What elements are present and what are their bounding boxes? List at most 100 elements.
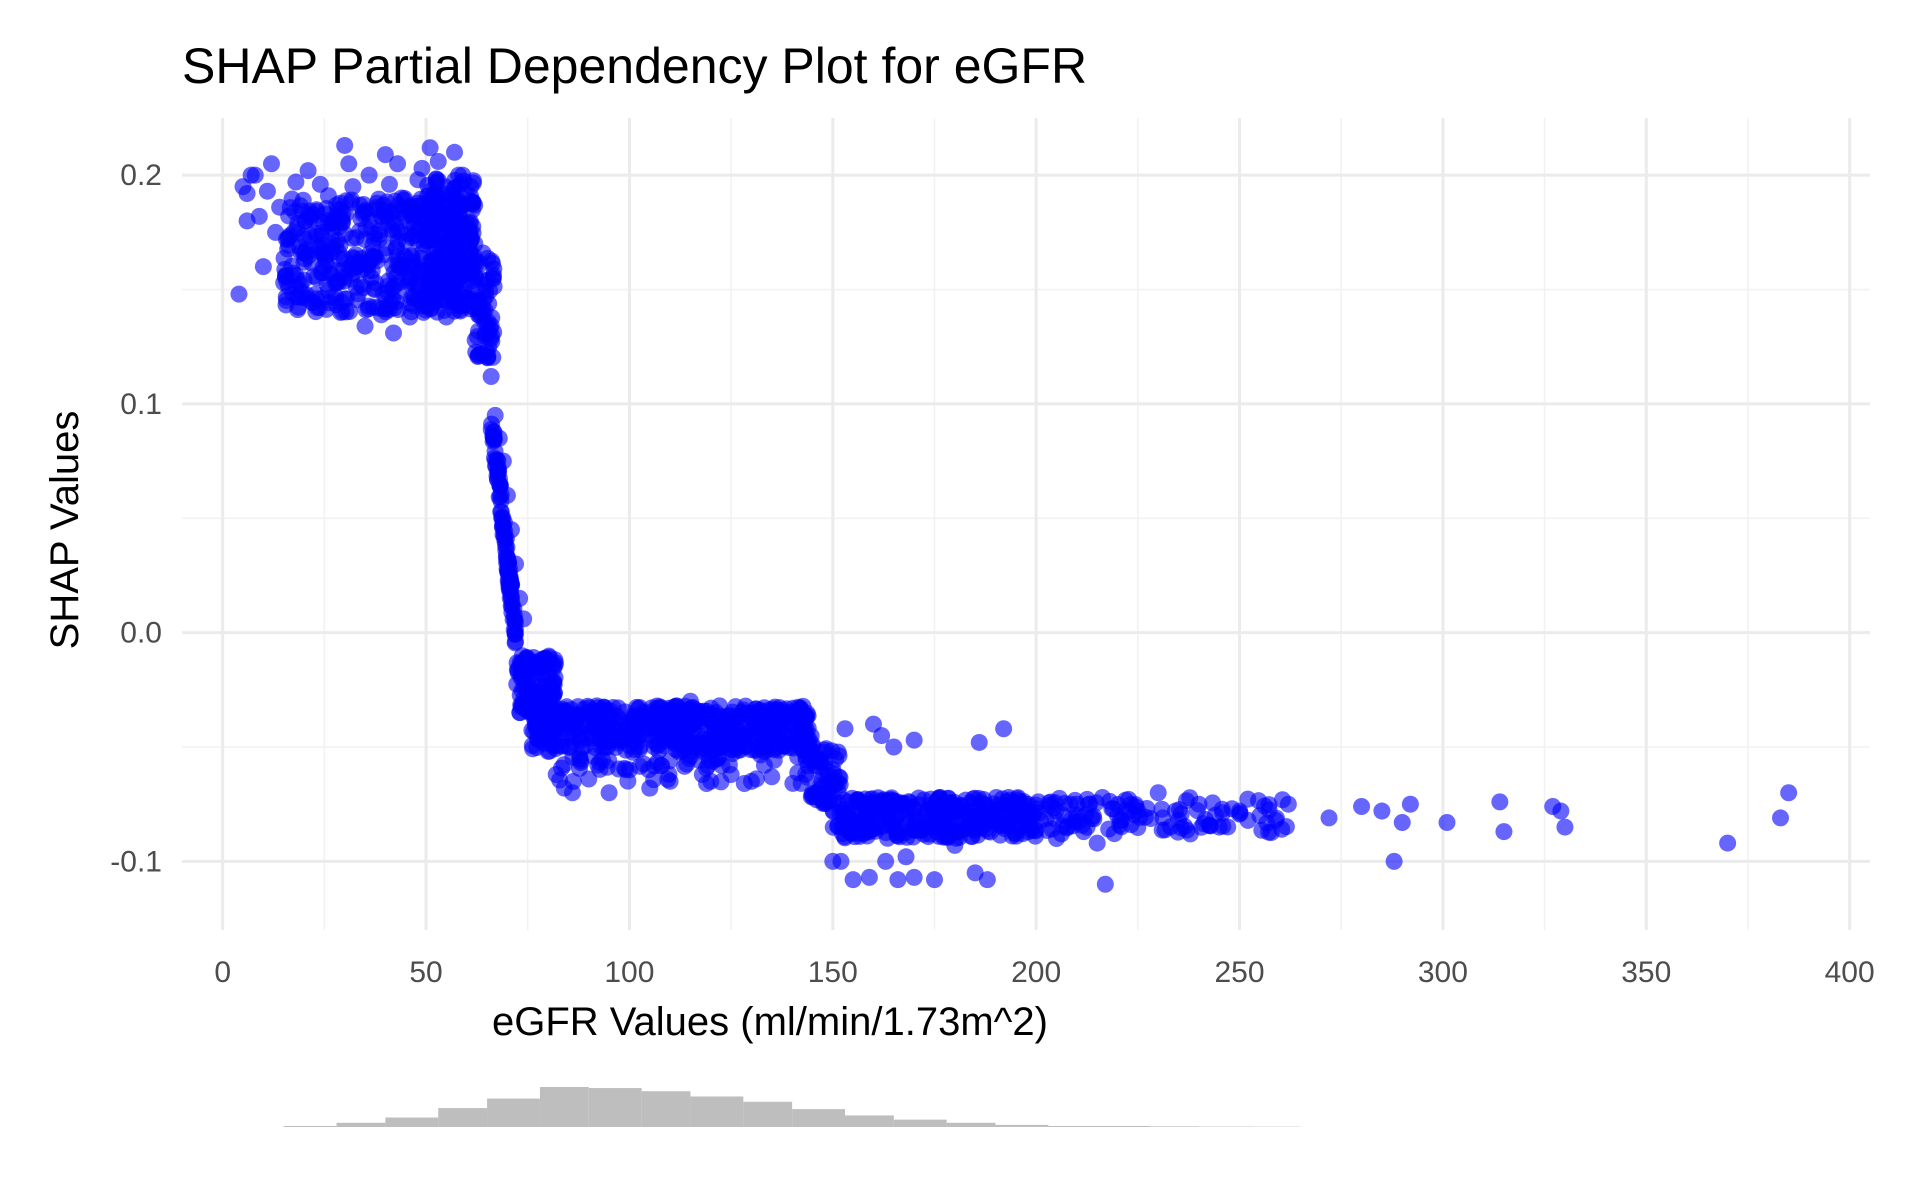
data-point xyxy=(467,268,484,285)
data-point xyxy=(446,144,463,161)
data-point xyxy=(1030,793,1047,810)
data-point xyxy=(1491,793,1508,810)
x-tick-label: 50 xyxy=(409,956,442,989)
data-point xyxy=(770,742,787,759)
data-point xyxy=(285,265,302,282)
data-point xyxy=(525,723,542,740)
histogram-bar xyxy=(337,1123,386,1127)
data-point xyxy=(889,871,906,888)
histogram-bar xyxy=(1150,1126,1199,1127)
data-point xyxy=(910,790,927,807)
data-point xyxy=(381,176,398,193)
data-point xyxy=(363,269,380,286)
data-point xyxy=(405,275,422,292)
data-point xyxy=(501,576,518,593)
data-point xyxy=(906,804,923,821)
data-point xyxy=(419,220,436,237)
data-point xyxy=(1260,796,1277,813)
data-point xyxy=(470,346,487,363)
data-point xyxy=(1008,795,1025,812)
x-tick-label: 150 xyxy=(808,956,858,989)
data-point xyxy=(468,252,485,269)
data-point xyxy=(1053,825,1070,842)
data-point xyxy=(766,705,783,722)
data-point xyxy=(805,788,822,805)
x-tick-label: 400 xyxy=(1825,956,1875,989)
data-point xyxy=(496,528,513,545)
data-point xyxy=(289,301,306,318)
data-point xyxy=(340,155,357,172)
data-point xyxy=(1402,796,1419,813)
x-tick-label: 200 xyxy=(1011,956,1061,989)
data-point xyxy=(296,213,313,230)
data-point xyxy=(247,167,264,184)
data-point xyxy=(464,202,481,219)
data-point xyxy=(1045,799,1062,816)
data-point xyxy=(1353,798,1370,815)
data-point xyxy=(617,725,634,742)
data-point xyxy=(336,137,353,154)
histogram-bar xyxy=(1097,1126,1150,1127)
data-point xyxy=(462,232,479,249)
data-point xyxy=(715,719,732,736)
data-point xyxy=(546,676,563,693)
data-point xyxy=(308,269,325,286)
data-point xyxy=(372,208,389,225)
data-point xyxy=(357,202,374,219)
histogram-bar xyxy=(284,1126,337,1127)
data-point xyxy=(713,773,730,790)
data-point xyxy=(594,703,611,720)
data-point xyxy=(470,300,487,317)
data-point xyxy=(557,704,574,721)
data-point xyxy=(403,201,420,218)
x-axis-title: eGFR Values (ml/min/1.73m^2) xyxy=(492,1000,1048,1044)
data-point xyxy=(930,790,947,807)
data-point xyxy=(365,299,382,316)
data-point xyxy=(1780,784,1797,801)
data-point xyxy=(385,325,402,342)
data-point xyxy=(712,739,729,756)
histogram-bar xyxy=(743,1102,792,1127)
data-point xyxy=(332,202,349,219)
data-point xyxy=(425,260,442,277)
data-point xyxy=(444,292,461,309)
data-point xyxy=(230,286,247,303)
histogram-bar xyxy=(540,1087,589,1127)
data-point xyxy=(445,181,462,198)
data-point xyxy=(421,287,438,304)
data-point xyxy=(384,221,401,238)
data-point xyxy=(976,810,993,827)
data-point xyxy=(1150,784,1167,801)
data-point xyxy=(309,299,326,316)
data-point xyxy=(469,328,486,345)
data-point xyxy=(742,709,759,726)
data-point xyxy=(1097,876,1114,893)
data-point xyxy=(239,185,256,202)
data-point xyxy=(857,820,874,837)
data-point xyxy=(670,713,687,730)
data-point xyxy=(643,699,660,716)
y-tick-label: 0.0 xyxy=(120,617,162,650)
data-point xyxy=(1556,819,1573,836)
data-point xyxy=(1373,803,1390,820)
data-point xyxy=(624,744,641,761)
histogram-bar xyxy=(792,1109,845,1127)
data-point xyxy=(357,318,374,335)
data-point xyxy=(291,238,308,255)
data-point xyxy=(1224,800,1241,817)
data-point xyxy=(1495,823,1512,840)
data-point xyxy=(438,199,455,216)
data-point xyxy=(556,756,573,773)
data-point xyxy=(546,722,563,739)
histogram-bar xyxy=(947,1123,996,1127)
data-point xyxy=(430,153,447,170)
data-point xyxy=(906,869,923,886)
data-point xyxy=(971,734,988,751)
data-point xyxy=(344,255,361,272)
data-point xyxy=(831,747,848,764)
data-point xyxy=(636,716,653,733)
data-point xyxy=(485,260,502,277)
data-point xyxy=(1071,813,1088,830)
data-point xyxy=(798,751,815,768)
